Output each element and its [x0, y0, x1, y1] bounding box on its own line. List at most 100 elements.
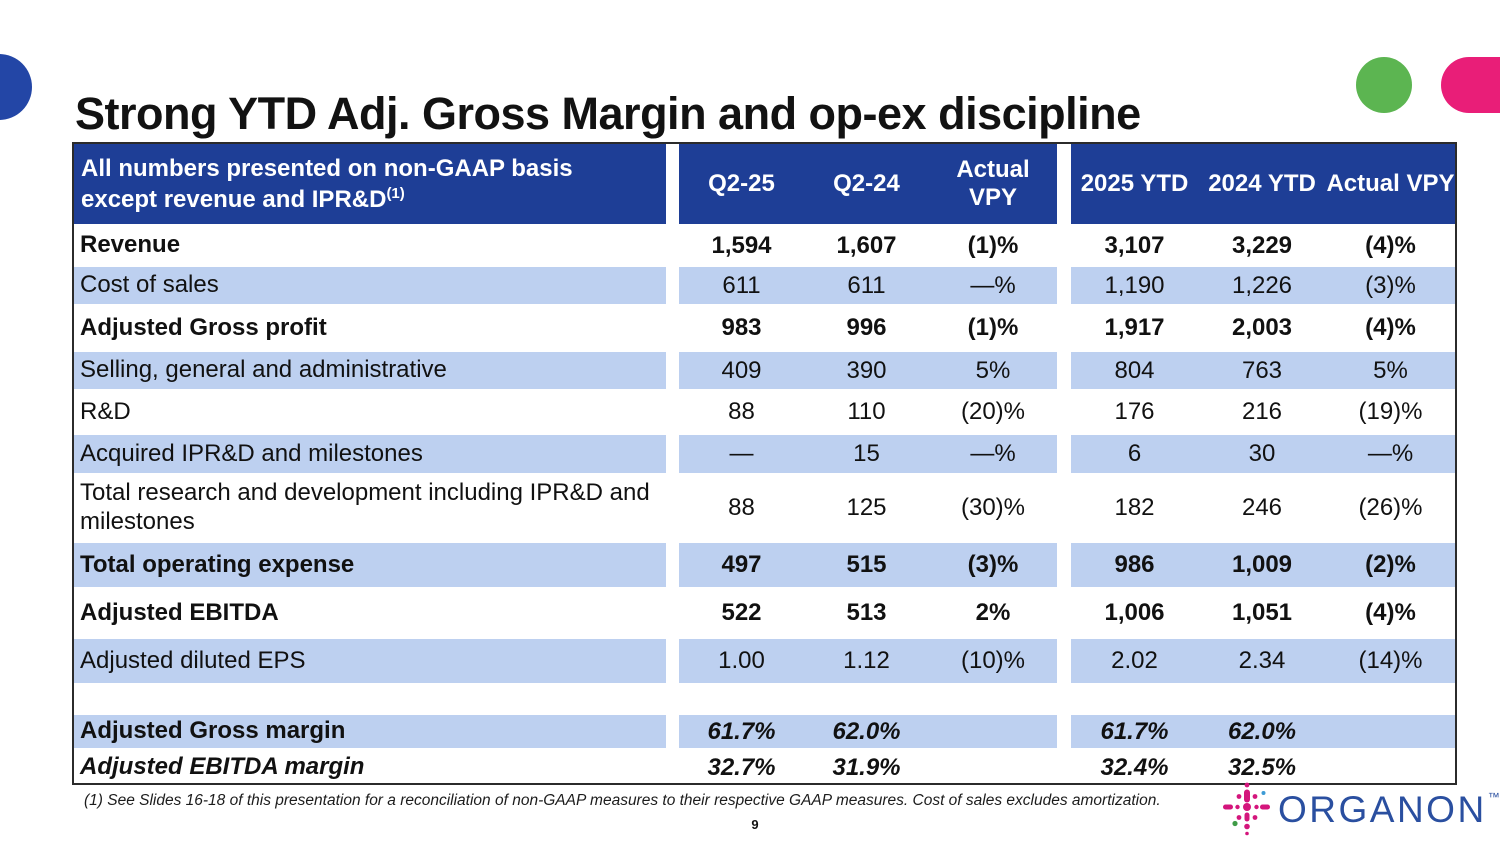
- table-row-sga: Selling, general and administrative 409 …: [74, 352, 1455, 389]
- cell-q2-vpy: (1)%: [967, 231, 1019, 259]
- row-label: Total operating expense: [74, 543, 666, 587]
- table-row-rd: R&D 88 110 (20)% 176 216 (19)%: [74, 392, 1455, 432]
- column-gap: [666, 543, 679, 587]
- cell-ytd-2025: 182: [1114, 494, 1155, 521]
- cell-ytd-vpy: (3)%: [1326, 267, 1455, 304]
- cell-ytd-2024: 1,226: [1198, 267, 1326, 304]
- cell-q2-24: 125: [846, 494, 887, 521]
- cell-ytd-2025: 6: [1071, 435, 1198, 473]
- cell-ytd-2024: 62.0%: [1198, 715, 1326, 748]
- column-gap: [666, 392, 679, 432]
- cell-q2-24: 31.9%: [832, 753, 901, 781]
- column-gap: [666, 686, 679, 712]
- column-header-q2-25: Q2-25: [679, 144, 804, 224]
- cell-q2-24: 1.12: [804, 639, 929, 683]
- cell-q2-24: 515: [804, 543, 929, 587]
- cell-ytd-vpy: [1326, 686, 1455, 712]
- cell-ytd-vpy: —%: [1326, 435, 1455, 473]
- table-row-cost-of-sales: Cost of sales 611 611 —% 1,190 1,226 (3)…: [74, 267, 1455, 304]
- column-gap: [1057, 144, 1071, 224]
- cell-q2-vpy: [929, 715, 1057, 748]
- cell-ytd-vpy: (14)%: [1326, 639, 1455, 683]
- column-gap: [666, 639, 679, 683]
- cell-q2-25: 32.7%: [707, 753, 776, 781]
- row-label: Selling, general and administrative: [74, 352, 666, 389]
- cell-ytd-vpy: [1326, 751, 1455, 784]
- cell-ytd-2025: 1,917: [1104, 314, 1165, 341]
- cell-ytd-vpy: (4)%: [1365, 314, 1416, 341]
- table-row-total-rd-incl-iprd: Total research and development including…: [74, 476, 1455, 540]
- column-gap: [1057, 267, 1071, 304]
- cell-ytd-vpy: (4)%: [1365, 231, 1416, 259]
- cell-ytd-vpy: 5%: [1326, 352, 1455, 389]
- cell-q2-vpy: —%: [929, 267, 1057, 304]
- column-gap: [1057, 543, 1071, 587]
- cell-q2-24: 513: [846, 599, 887, 626]
- column-gap: [666, 227, 679, 264]
- column-gap: [666, 751, 679, 784]
- table-header-label-cell: All numbers presented on non-GAAP basis …: [74, 144, 666, 224]
- cell-ytd-2025: 1,190: [1071, 267, 1198, 304]
- cell-q2-24: 611: [804, 267, 929, 304]
- row-label: Adjusted Gross profit: [80, 313, 327, 341]
- column-gap: [1057, 639, 1071, 683]
- table-header-label: All numbers presented on non-GAAP basis …: [81, 154, 573, 213]
- column-header-actual-vpy: Actual VPY: [929, 144, 1057, 224]
- cell-q2-vpy: (20)%: [960, 398, 1026, 425]
- table-row-adjusted-gross-profit: Adjusted Gross profit 983 996 (1)% 1,917…: [74, 307, 1455, 349]
- cell-q2-vpy: (1)%: [967, 314, 1019, 341]
- cell-ytd-2025: 986: [1071, 543, 1198, 587]
- column-gap: [1057, 227, 1071, 264]
- column-gap: [1057, 686, 1071, 712]
- cell-q2-24: 15: [804, 435, 929, 473]
- cell-q2-25: 61.7%: [679, 715, 804, 748]
- cell-ytd-2025: 3,107: [1104, 231, 1165, 259]
- cell-ytd-2024: 1,009: [1198, 543, 1326, 587]
- cell-ytd-2024: 2.34: [1198, 639, 1326, 683]
- cell-ytd-2024: 30: [1198, 435, 1326, 473]
- cell-q2-25: 88: [728, 494, 755, 521]
- column-gap: [666, 267, 679, 304]
- row-label: Cost of sales: [74, 267, 666, 304]
- organon-flower-icon: [1223, 782, 1270, 836]
- organon-wordmark: ORGANON: [1278, 788, 1487, 830]
- cell-ytd-2025: 804: [1071, 352, 1198, 389]
- table-row-spacer: [74, 686, 1455, 712]
- cell-q2-vpy: (10)%: [929, 639, 1057, 683]
- cell-q2-24: 390: [804, 352, 929, 389]
- cell-q2-25: 522: [721, 599, 762, 626]
- organon-logo: ORGANON ™: [1222, 781, 1500, 837]
- column-header-2024-ytd: 2024 YTD: [1198, 144, 1326, 224]
- cell-q2-vpy: [929, 686, 1057, 712]
- row-label: Acquired IPR&D and milestones: [74, 435, 666, 473]
- cell-q2-25: 1,594: [711, 231, 772, 259]
- cell-q2-vpy: (3)%: [929, 543, 1057, 587]
- column-gap: [1057, 307, 1071, 349]
- table-row-adjusted-gross-margin: Adjusted Gross margin 61.7% 62.0% 61.7% …: [74, 715, 1455, 748]
- column-gap: [1057, 435, 1071, 473]
- table-row-adjusted-ebitda: Adjusted EBITDA 522 513 2% 1,006 1,051 (…: [74, 590, 1455, 636]
- cell-ytd-2024: 3,229: [1231, 231, 1293, 259]
- column-gap: [1057, 590, 1071, 636]
- cell-ytd-2025: 32.4%: [1100, 753, 1169, 781]
- cell-q2-24: 996: [846, 314, 887, 341]
- cell-q2-25: —: [679, 435, 804, 473]
- column-gap: [666, 307, 679, 349]
- cell-q2-vpy: 2%: [975, 599, 1011, 626]
- cell-ytd-2024: 32.5%: [1227, 753, 1297, 781]
- cell-q2-24: 1,607: [836, 231, 897, 259]
- table-row-revenue: Revenue 1,594 1,607 (1)% 3,107 3,229 (4)…: [74, 227, 1455, 264]
- row-label: Total research and development including…: [80, 479, 650, 535]
- cell-q2-25: 1.00: [679, 639, 804, 683]
- cell-ytd-2024: 216: [1241, 398, 1283, 425]
- cell-q2-vpy: [929, 751, 1057, 784]
- trademark-symbol: ™: [1487, 790, 1500, 804]
- cell-ytd-vpy: (4)%: [1365, 599, 1416, 626]
- green-accent-circle: [1356, 57, 1412, 113]
- financials-table: All numbers presented on non-GAAP basis …: [72, 142, 1457, 785]
- page-number: 9: [751, 817, 759, 832]
- column-gap: [666, 715, 679, 748]
- cell-ytd-2025: 176: [1114, 398, 1155, 425]
- cell-q2-25: 983: [721, 314, 762, 341]
- column-header-2025-ytd: 2025 YTD: [1071, 144, 1198, 224]
